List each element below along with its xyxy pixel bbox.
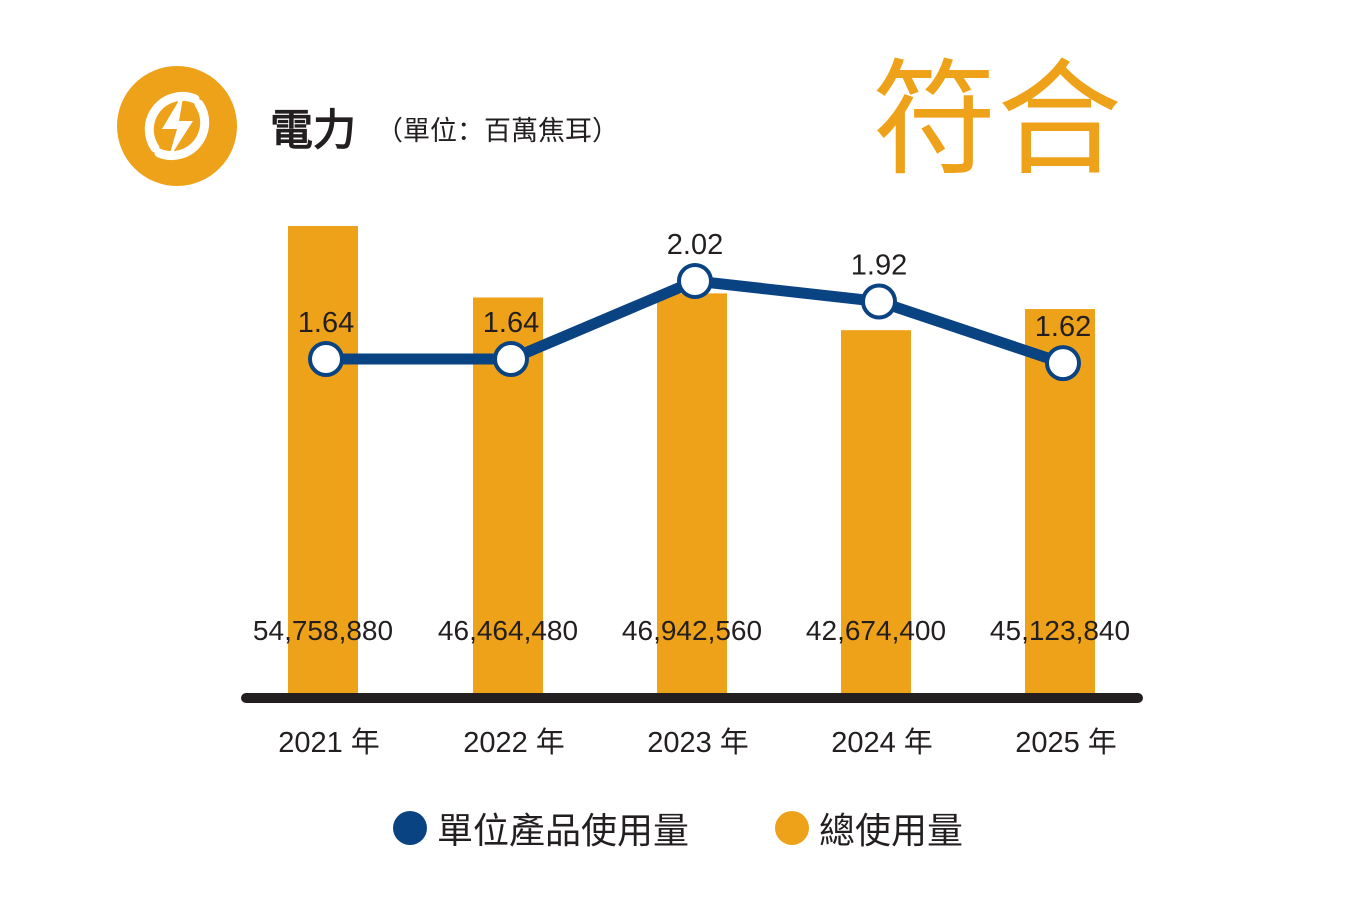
x-tick-label-3: 2024 年 <box>831 726 933 759</box>
line-value-label-0: 1.64 <box>298 307 354 339</box>
bar-value-label-0: 54,758,880 <box>253 615 393 646</box>
line-point-1 <box>493 341 529 377</box>
legend-item-bar: 總使用量 <box>775 806 963 852</box>
line-point-4 <box>1045 345 1081 382</box>
status-label: 符合 <box>872 48 1122 193</box>
lightning-bolt-icon <box>117 66 237 186</box>
legend-line-swatch <box>393 811 427 845</box>
line-value-label-3: 1.92 <box>851 250 907 282</box>
line-point-2 <box>677 263 713 299</box>
bar-0 <box>288 226 358 698</box>
line-value-label-4: 1.62 <box>1035 311 1091 343</box>
x-tick-label-0: 2021 年 <box>278 726 380 759</box>
x-tick-label-4: 2025 年 <box>1015 726 1117 759</box>
bar-value-label-1: 46,464,480 <box>438 615 578 646</box>
legend-line-label: 單位產品使用量 <box>437 811 690 852</box>
bar-value-label-2: 46,942,560 <box>622 615 762 646</box>
legend-bar-swatch <box>775 811 809 845</box>
bar-value-label-3: 42,674,400 <box>806 615 946 646</box>
bar-value-label-4: 45,123,840 <box>990 615 1130 646</box>
x-tick-label-2: 2023 年 <box>647 726 749 759</box>
legend-bar-label: 總使用量 <box>819 811 964 852</box>
x-tick-label-1: 2022 年 <box>463 726 565 759</box>
legend-item-line: 單位產品使用量 <box>393 806 689 852</box>
bar-3 <box>841 330 911 698</box>
line-point-0 <box>308 341 344 377</box>
line-value-label-2: 2.02 <box>667 229 723 261</box>
chart-title: 電力 <box>270 106 356 156</box>
line-value-label-1: 1.64 <box>483 307 539 339</box>
unit-label: （單位：百萬焦耳） <box>376 116 619 147</box>
line-point-3 <box>861 283 897 320</box>
bar-2 <box>657 293 727 698</box>
